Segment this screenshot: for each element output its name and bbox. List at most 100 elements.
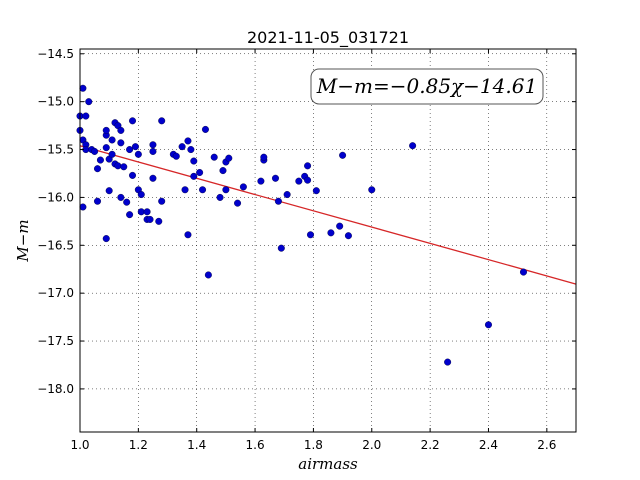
data-point — [190, 172, 198, 180]
data-point — [117, 193, 125, 201]
data-point — [91, 147, 99, 155]
data-point — [234, 199, 242, 207]
x-axis-label: airmass — [298, 455, 358, 473]
data-point — [184, 231, 192, 239]
data-point — [94, 197, 102, 205]
data-point — [102, 235, 110, 243]
data-point — [82, 112, 90, 120]
data-point — [368, 186, 376, 194]
data-point — [155, 217, 163, 225]
y-tick-label: −16.5 — [37, 238, 74, 252]
data-point — [210, 153, 218, 161]
y-tick-label: −16.0 — [37, 190, 74, 204]
y-axis-label: M−m — [14, 219, 32, 262]
data-point — [181, 186, 189, 194]
data-point — [336, 222, 344, 230]
x-tick-label: 1.2 — [129, 438, 148, 452]
data-point — [108, 136, 116, 144]
data-point — [222, 186, 230, 194]
x-tick-label: 1.8 — [304, 438, 323, 452]
data-point — [409, 142, 417, 150]
data-point — [134, 150, 142, 158]
data-point — [102, 144, 110, 152]
data-point — [79, 203, 87, 211]
data-point — [117, 139, 125, 147]
data-point — [102, 126, 110, 134]
data-point — [312, 187, 320, 195]
data-point — [327, 229, 335, 237]
x-tick-label: 2.6 — [537, 438, 556, 452]
y-tick-label: −17.5 — [37, 334, 74, 348]
data-point — [304, 176, 312, 184]
data-point — [94, 165, 102, 173]
data-point — [216, 193, 224, 201]
data-point — [129, 171, 137, 179]
data-point — [108, 150, 116, 158]
data-point — [114, 162, 122, 170]
data-point — [187, 146, 195, 154]
data-point — [274, 197, 282, 205]
data-point — [117, 126, 125, 134]
data-point — [204, 271, 212, 279]
data-point — [339, 151, 347, 159]
data-point — [137, 191, 145, 199]
x-tick-label: 1.6 — [246, 438, 265, 452]
x-tick-label: 1.4 — [187, 438, 206, 452]
data-point — [196, 169, 204, 177]
data-point — [304, 162, 312, 170]
x-tick-label: 1.0 — [70, 438, 89, 452]
y-tick-label: −15.0 — [37, 95, 74, 109]
data-point — [129, 117, 137, 125]
data-point — [149, 141, 157, 149]
data-point — [123, 198, 131, 206]
data-point — [126, 146, 134, 154]
axis-ticks: 1.0 1.2 1.4 1.6 1.8 2.0 2.2 2.4 2.6 −14.5 −15.0 −15… — [37, 47, 576, 452]
data-points — [76, 84, 527, 366]
data-point — [190, 157, 198, 165]
data-point — [295, 177, 303, 185]
y-tick-label: −14.5 — [37, 47, 74, 61]
data-point — [484, 321, 492, 329]
annotation-text: M−m=−0.85χ−14.61 — [316, 74, 537, 98]
data-point — [344, 232, 352, 240]
chart-title: 2021-11-05_031721 — [247, 28, 409, 48]
data-point — [96, 156, 104, 164]
data-point — [149, 147, 157, 155]
data-point — [519, 268, 527, 276]
data-point — [120, 163, 128, 171]
data-point — [201, 125, 209, 133]
data-point — [158, 197, 166, 205]
y-tick-label: −17.0 — [37, 286, 74, 300]
x-tick-label: 2.0 — [362, 438, 381, 452]
data-point — [239, 183, 247, 191]
data-point — [184, 137, 192, 145]
annotation-box — [310, 68, 544, 105]
data-point — [149, 174, 157, 182]
y-tick-label: −15.5 — [37, 143, 74, 157]
data-point — [277, 244, 285, 252]
data-point — [85, 98, 93, 106]
fit-annotation: M−m=−0.85χ−14.61 — [310, 68, 544, 105]
data-point — [158, 117, 166, 125]
y-tick-label: −18.0 — [37, 382, 74, 396]
data-point — [126, 211, 134, 219]
data-point — [271, 174, 279, 182]
data-point — [306, 231, 314, 239]
data-point — [444, 358, 452, 366]
data-point — [143, 208, 151, 216]
data-point — [178, 143, 186, 151]
data-point — [105, 187, 113, 195]
x-tick-label: 2.2 — [421, 438, 440, 452]
data-point — [219, 167, 227, 175]
data-point — [225, 154, 233, 162]
fit-line — [79, 145, 577, 285]
fit-line-layer — [79, 145, 577, 285]
x-tick-label: 2.4 — [479, 438, 498, 452]
data-point — [172, 152, 180, 160]
data-point — [131, 143, 139, 151]
data-point — [260, 153, 268, 161]
plot-frame — [79, 48, 577, 433]
data-point — [199, 186, 207, 194]
data-point — [146, 215, 154, 223]
